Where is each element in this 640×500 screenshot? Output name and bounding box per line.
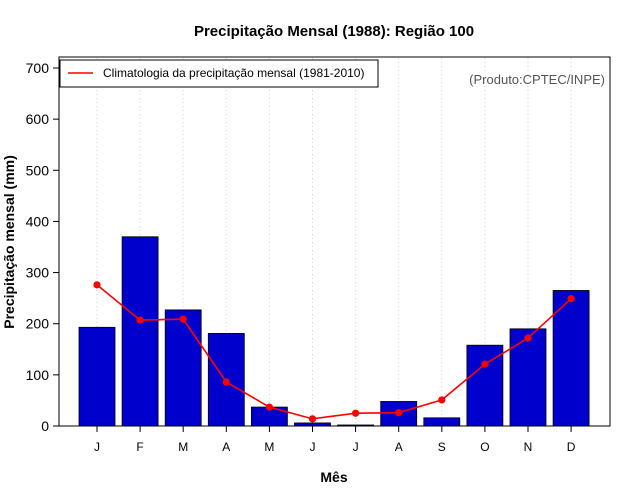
x-axis-label: Mês (320, 469, 347, 485)
climatology-point-4 (222, 378, 230, 386)
climatology-point-1 (93, 281, 101, 289)
x-tick-label-8: A (395, 440, 403, 454)
x-tick-label-7: J (353, 440, 359, 454)
y-tick-label-0: 0 (41, 418, 49, 434)
climatology-line (96, 284, 572, 420)
x-tick-label-6: J (310, 440, 316, 454)
plot-frame (58, 56, 611, 427)
y-tick-label-100: 100 (26, 367, 50, 383)
bar-12 (552, 290, 590, 427)
climatology-point-9 (438, 396, 446, 404)
y-tick-label-200: 200 (26, 316, 50, 332)
legend-entry-climatology: Climatologia da precipitação mensal (198… (103, 66, 364, 80)
climatology-line-group (93, 281, 575, 423)
bar-9 (423, 417, 461, 427)
x-tick-label-9: S (438, 440, 446, 454)
x-tick-label-10: O (480, 440, 489, 454)
x-tick-label-11: N (524, 440, 533, 454)
climatology-point-12 (567, 295, 575, 303)
y-axis-label: Precipitação mensal (mm) (1, 155, 17, 329)
x-tick-label-12: D (567, 440, 576, 454)
bar-1 (78, 326, 116, 427)
bar-3 (164, 309, 202, 427)
climatology-point-3 (179, 315, 187, 323)
bars (78, 236, 590, 427)
y-tick-label-500: 500 (26, 162, 50, 178)
bar-10 (466, 344, 504, 427)
climatology-point-2 (136, 316, 144, 324)
legend: Climatologia da precipitação mensal (198… (59, 59, 379, 88)
bar-2 (121, 236, 159, 427)
bar-11 (509, 328, 547, 427)
climatology-point-8 (395, 409, 403, 417)
climatology-point-7 (352, 409, 360, 417)
x-tick-label-4: A (222, 440, 230, 454)
x-tick-label-3: M (178, 440, 188, 454)
legend-box (59, 59, 379, 88)
y-tick-label-400: 400 (26, 213, 50, 229)
climatology-point-6 (308, 415, 317, 423)
y-tick-label-300: 300 (26, 265, 50, 281)
y-tick-label-600: 600 (26, 111, 50, 127)
x-tick-label-5: M (264, 440, 274, 454)
chart-title: Precipitação Mensal (1988): Região 100 (194, 23, 474, 40)
climatology-point-11 (524, 334, 532, 342)
x-tick-label-2: F (136, 440, 143, 454)
x-tick-label-1: J (94, 440, 100, 454)
y-tick-label-700: 700 (26, 60, 50, 76)
climatology-point-5 (265, 403, 273, 411)
credit-text: (Produto:CPTEC/INPE) (469, 72, 605, 87)
climatology-point-10 (481, 360, 489, 368)
y-axis: 0 100 200 300 400 500 600 700 (26, 60, 59, 434)
